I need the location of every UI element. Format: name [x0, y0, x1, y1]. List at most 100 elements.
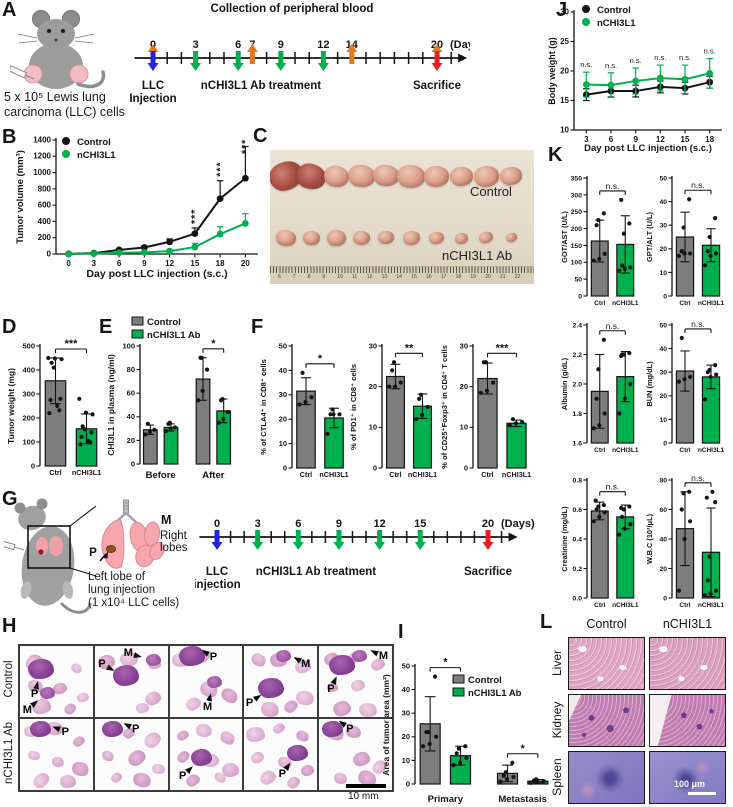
data-dot	[164, 428, 169, 434]
panel-c-label: C	[253, 125, 268, 147]
data-dot	[49, 360, 54, 365]
data-dot	[503, 770, 508, 775]
sig-annotation: n.s.	[704, 47, 716, 56]
ruler-number: 10	[337, 274, 343, 280]
sig-label: n.s.	[606, 482, 620, 492]
y-tick-label: 100	[22, 437, 35, 446]
lung-lobe-blob	[142, 729, 165, 751]
data-dot	[143, 432, 148, 437]
data-dot	[337, 412, 342, 417]
marker-label: M	[378, 649, 389, 662]
data-point	[140, 248, 148, 256]
photo-row2-label: nCHI3L1 Ab	[442, 248, 513, 263]
timeline-arrow	[232, 51, 244, 71]
data-dot	[713, 363, 718, 368]
tumor-specimen	[396, 163, 426, 189]
data-dot	[421, 744, 426, 749]
y-tick-label: 0	[663, 293, 667, 300]
y-tick-label: 0	[464, 463, 468, 472]
y-tick-label: 50	[402, 661, 410, 670]
data-dot	[714, 251, 719, 256]
marker-label: P	[30, 688, 39, 701]
data-dot	[434, 734, 439, 739]
timeline-days-label: (Days)	[450, 39, 470, 51]
lung-lobe-blob	[62, 701, 78, 716]
primary-tumor-blob	[101, 720, 123, 738]
tumor-specimen	[477, 230, 495, 246]
y-tick-label: 20	[659, 566, 667, 573]
y-tick-label: 20	[279, 415, 287, 424]
data-dot	[145, 421, 150, 426]
data-dot	[426, 729, 431, 735]
data-dot	[225, 409, 230, 415]
timeline-arrow	[246, 44, 258, 64]
x-tick-label: nCHI3L1	[698, 602, 725, 609]
data-dot	[676, 588, 682, 593]
y-tick-label: 10	[279, 439, 287, 448]
lung-lobe-blob	[30, 770, 52, 790]
y-tick-label: 30	[402, 709, 410, 718]
lung-lobe-blob	[249, 749, 267, 765]
legend-swatch	[582, 18, 590, 26]
tumor-specimen	[453, 231, 469, 245]
legend-swatch	[62, 137, 70, 145]
data-dot	[90, 412, 95, 417]
data-dot	[507, 423, 512, 428]
data-point	[656, 74, 664, 82]
tumor-specimen	[345, 162, 377, 190]
y-tick-label: 0.4	[573, 536, 583, 543]
x-axis-label: Day post LLC injection (s.c.)	[584, 143, 712, 154]
data-dot	[627, 221, 632, 226]
legend-swatch	[62, 150, 70, 158]
kidney-histology-tile	[568, 694, 645, 747]
y-tick-label: 30	[279, 390, 287, 399]
y-tick-label: 1.6	[573, 440, 583, 447]
marker-label: P	[179, 769, 187, 782]
data-dot	[541, 779, 546, 784]
spleen-histology-tile	[649, 751, 726, 804]
chart-tumor-area: 0 10 20 30 40 50 Area of tumor area (mm²) Prima…	[381, 648, 559, 806]
lung-lobe-blob	[218, 728, 238, 748]
y-tick-label: 20	[369, 382, 377, 391]
timeline-text: injection	[195, 579, 241, 591]
data-dot	[511, 774, 516, 780]
y-tick-label: 40	[127, 412, 135, 421]
data-dot	[597, 514, 602, 519]
y-tick-label: 0	[373, 463, 377, 472]
data-dot	[688, 519, 693, 524]
panel-f-label: F	[251, 316, 264, 338]
lung-lobe-blob	[26, 749, 41, 762]
marker-label: M	[202, 701, 213, 714]
y-tick-label: 300	[22, 389, 35, 398]
data-dot	[498, 779, 503, 784]
data-dot	[619, 514, 625, 519]
metastasis-blob	[275, 650, 291, 662]
x-tick-label: Ctrl	[389, 470, 401, 479]
y-tick-label: 60	[127, 389, 135, 398]
data-dot	[707, 367, 712, 372]
data-point	[166, 247, 174, 255]
data-dot	[77, 396, 82, 401]
group-label: After	[202, 470, 224, 481]
y-tick-label: 0.2	[573, 566, 583, 573]
primary-tumor-blob	[286, 744, 308, 762]
data-dot	[591, 519, 596, 524]
y-tick-label: 20	[659, 246, 667, 253]
ruler-number: 9	[322, 274, 326, 280]
data-dot	[297, 402, 302, 407]
tumor-specimen	[472, 164, 500, 188]
l-col-nchi3l1: nCHI3L1	[662, 617, 713, 631]
data-dot	[78, 442, 83, 447]
data-point	[166, 238, 174, 246]
timeline-sc-model: 03679121420(Days)Collection of periphera…	[129, 3, 470, 105]
y-tick-label: 0	[131, 459, 135, 468]
bar	[506, 422, 527, 469]
legend-label: nCHI3L1 Ab	[147, 330, 201, 341]
y-tick-label: 300	[571, 192, 583, 199]
data-dot	[196, 398, 201, 403]
data-dot	[591, 426, 596, 431]
